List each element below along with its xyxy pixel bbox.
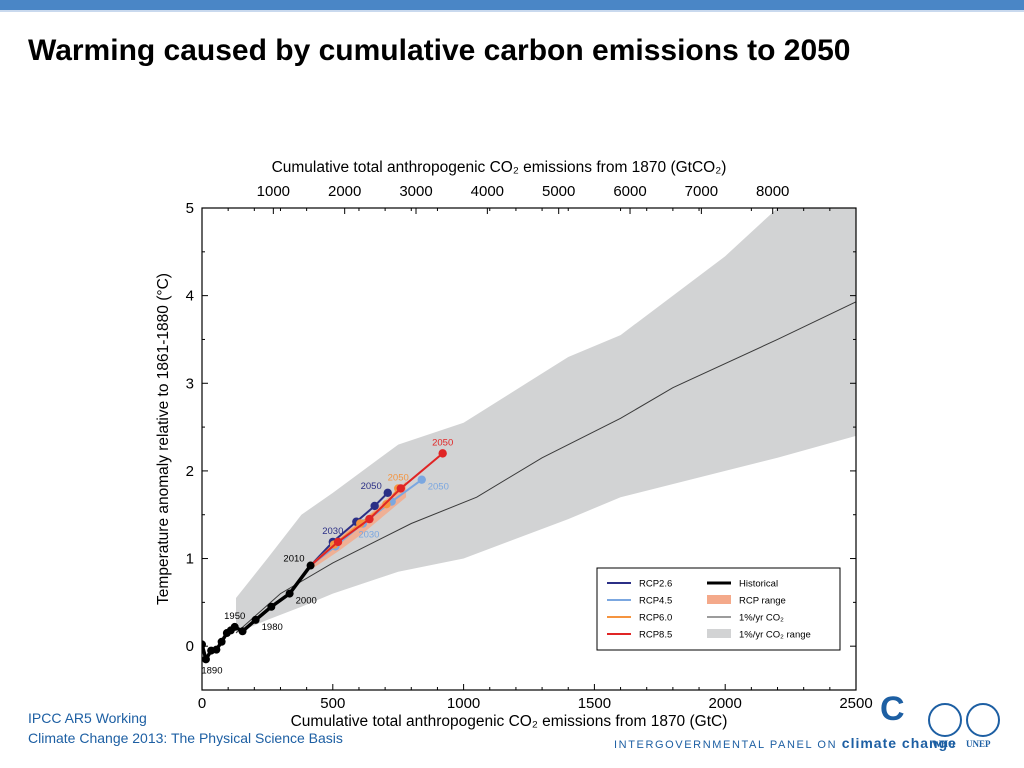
y-tick-label: 4 [186,288,194,305]
series-point-rcp26 [370,501,379,511]
emissions-warming-chart: 2030205020302050205020501890195019802000… [155,159,873,730]
series-point-rcp26 [383,488,392,498]
onepct-range-band [236,208,856,634]
top-accent-line [0,10,1024,12]
y-tick-label: 5 [186,200,194,217]
plot-area [202,208,856,664]
series-point-rcp60 [382,500,391,509]
series-point-historical [217,637,226,646]
series-point-rcp85 [438,449,447,458]
series-point-rcp85 [396,484,406,493]
point-label-rcp85: 2050 [432,437,453,448]
legend-label-onepct_range: 1%/yr CO₂ range [739,630,811,641]
point-label-rcp45: 2030 [358,529,379,540]
point-label-historical: 2000 [296,596,317,607]
point-label-historical: 1890 [201,665,222,676]
y-tick-label: 1 [186,551,194,568]
y-tick-label: 3 [186,375,194,392]
legend-label-rcp60: RCP6.0 [639,613,672,624]
point-label-rcp26: 2030 [322,526,343,537]
x-tick-label: 1500 [578,695,611,712]
series-point-historical [202,655,210,664]
ipcc-logo-c: C [880,690,905,728]
legend-swatch-onepct_range [707,629,731,638]
series-point-historical [267,602,276,611]
point-label-historical: 1980 [262,622,283,633]
unep-logo-label: UNEP [966,739,991,749]
point-label-rcp45: 2050 [428,482,449,493]
x-tick-label: 2500 [839,695,872,712]
series-point-historical [285,589,294,598]
y-tick-label: 2 [186,463,194,480]
footer-line-2: Climate Change 2013: The Physical Scienc… [28,730,343,746]
footer-line-1: IPCC AR5 Working [28,710,147,726]
legend-label-rcp26: RCP2.6 [639,579,672,590]
top-tick-label: 1000 [257,183,290,200]
point-label-historical: 1950 [224,611,245,622]
y-axis-title: Temperature anomaly relative to 1861-188… [155,273,172,605]
top-accent-bar [0,0,1024,10]
top-tick-label: 2000 [328,183,361,200]
series-point-rcp85 [365,514,374,524]
x-tick-label: 2000 [709,695,742,712]
series-point-historical [306,561,315,570]
who-logo-label: WHO [932,739,956,749]
top-tick-label: 6000 [613,183,646,200]
unep-logo-icon [966,703,1000,737]
who-logo-icon [928,703,962,737]
legend-label-rcp85: RCP8.5 [639,630,672,641]
top-tick-label: 3000 [399,183,432,200]
x-tick-label: 0 [198,695,206,712]
plot-frame [201,207,857,691]
point-label-historical: 2010 [283,554,304,565]
legend-label-onepct: 1%/yr CO₂ [739,613,784,624]
x-tick-label: 1000 [447,695,480,712]
onepct-line [235,301,856,634]
series-point-historical [212,645,221,654]
legend-label-rcp_range: RCP range [739,596,786,607]
footer-citation: IPCC AR5 Working Climate Change 2013: Th… [28,708,343,748]
point-label-rcp26: 2050 [361,481,382,492]
top-tick-label: 8000 [756,183,789,200]
slide-title: Warming caused by cumulative carbon emis… [28,34,851,67]
y-tick-label: 0 [186,638,194,655]
x-axis-title: Cumulative total anthropogenic CO₂ emiss… [291,713,728,730]
legend-label-rcp45: RCP4.5 [639,596,672,607]
ipcc-wordmark: INTERGOVERNMENTAL PANEL ON climate chang… [614,735,957,751]
top-axis-title: Cumulative total anthropogenic CO₂ emiss… [272,159,727,176]
series-point-historical [238,627,247,636]
legend-label-historical: Historical [739,579,778,590]
series-point-historical [251,615,260,624]
point-label-rcp60: 2050 [388,472,409,483]
series-point-historical [230,622,239,631]
series-point-rcp45 [417,475,426,484]
ipcc-wordmark-name: climate change [841,735,957,751]
ipcc-wordmark-prefix: INTERGOVERNMENTAL PANEL ON [614,739,838,751]
top-tick-label: 5000 [542,183,575,200]
top-tick-label: 7000 [685,183,718,200]
legend-swatch-rcp_range [707,595,731,604]
top-tick-label: 4000 [471,183,504,200]
series-point-rcp85 [333,537,343,547]
series-point-rcp60 [356,519,365,528]
x-tick-label: 500 [320,695,345,712]
